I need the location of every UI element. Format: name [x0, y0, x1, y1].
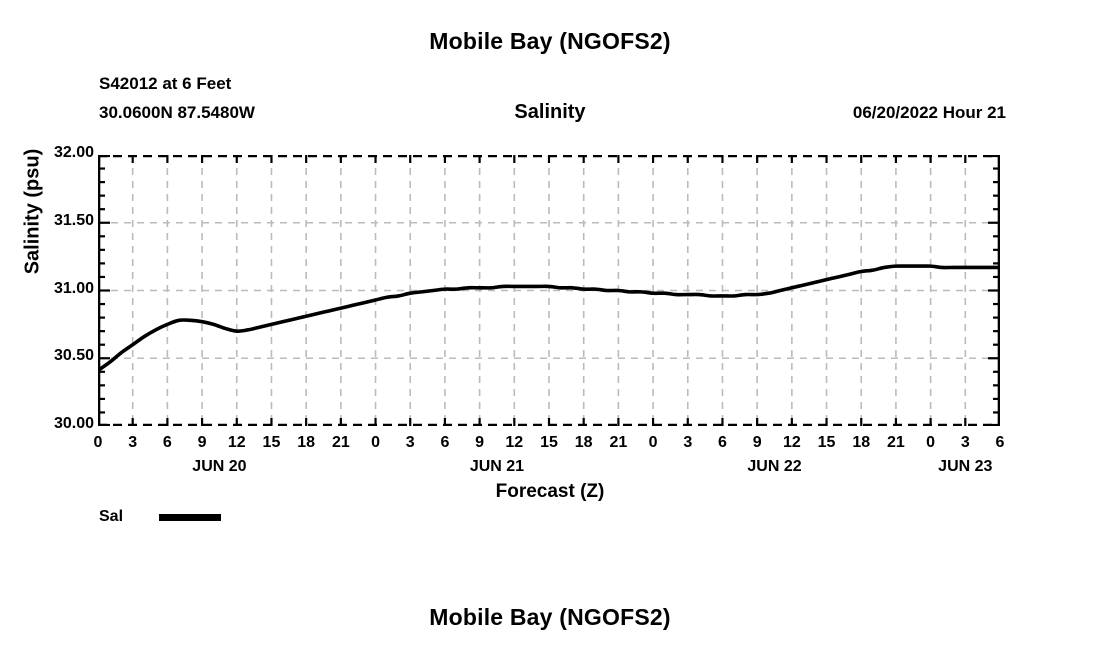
x-axis-tick-label: 15 — [817, 434, 836, 451]
vertical-gridlines — [131, 155, 967, 426]
x-axis-tick-label: 9 — [197, 434, 207, 451]
x-axis-tick-label: 18 — [574, 434, 593, 451]
x-axis-day-label: JUN 22 — [747, 458, 802, 475]
x-axis-tick-label: 15 — [262, 434, 281, 451]
y-axis-tick-label: 30.50 — [53, 347, 94, 365]
chart-legend: Sal — [99, 508, 221, 526]
x-axis-tick-label: 6 — [440, 434, 450, 451]
x-axis-tick-label: 0 — [648, 434, 658, 451]
x-axis-tick-label: 21 — [331, 434, 350, 451]
x-axis-tick-label: 21 — [887, 434, 905, 451]
x-axis-tick-label: 18 — [297, 434, 316, 451]
chart-plot-area — [98, 155, 1000, 426]
x-axis-tick-label: 15 — [540, 434, 558, 451]
page-title: Mobile Bay (NGOFS2) — [429, 28, 671, 54]
x-axis-tick-label: 12 — [227, 434, 246, 451]
x-axis-tick-label: 9 — [752, 434, 762, 451]
x-axis-tick-label: 3 — [128, 434, 138, 451]
legend-swatch-sal — [159, 513, 221, 521]
station-coordinates: 30.0600N 87.5480W — [99, 103, 255, 122]
forecast-timestamp: 06/20/2022 Hour 21 — [852, 103, 1006, 122]
x-axis-tick-label: 0 — [371, 434, 380, 451]
x-axis-title: Forecast (Z) — [495, 481, 605, 502]
x-axis-day-label: JUN 21 — [469, 458, 525, 475]
x-axis-tick-label: 6 — [995, 434, 1005, 451]
x-axis-tick-label: 6 — [718, 434, 727, 451]
x-axis-day-label: JUN 20 — [192, 458, 247, 475]
y-axis-tick-label: 31.00 — [53, 279, 94, 297]
footer-title: Mobile Bay (NGOFS2) — [429, 604, 671, 630]
salinity-line-chart — [98, 155, 1000, 426]
x-axis-tick-label: 6 — [162, 434, 172, 451]
x-axis-tick-label: 12 — [782, 434, 801, 451]
x-axis-tick-label: 3 — [960, 434, 970, 451]
x-axis-tick-label: 21 — [609, 434, 628, 451]
axis-tick-marks — [98, 155, 1000, 426]
chart-subtitle: Salinity — [514, 101, 586, 123]
y-axis-tick-label: 32.00 — [53, 144, 94, 161]
x-axis-tick-label: 3 — [683, 434, 693, 451]
station-name: S42012 at 6 Feet — [99, 74, 232, 93]
x-axis-tick-label: 12 — [505, 434, 524, 451]
y-axis-tick-label: 31.50 — [53, 211, 94, 229]
x-axis-tick-label: 3 — [405, 434, 415, 451]
x-axis-tick-label: 18 — [852, 434, 871, 451]
x-axis-tick-label: 9 — [475, 434, 485, 451]
legend-label-sal: Sal — [99, 508, 124, 525]
x-axis-tick-label: 0 — [93, 434, 103, 451]
y-axis-tick-label: 30.00 — [53, 415, 94, 432]
x-axis-day-label: JUN 23 — [938, 458, 993, 475]
x-axis-tick-label: 0 — [926, 434, 936, 451]
salinity-series-line — [98, 264, 1000, 373]
